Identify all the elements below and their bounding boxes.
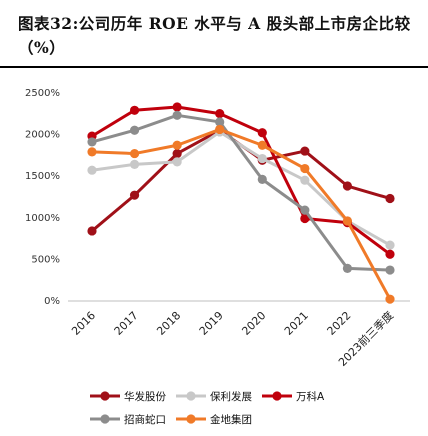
- data-point: [385, 249, 395, 259]
- x-tick-label: 2019: [197, 309, 226, 338]
- legend-label: 华发股份: [124, 390, 166, 403]
- data-point: [257, 153, 267, 164]
- y-tick-label: 1000%: [25, 213, 60, 224]
- x-tick-label: 2020: [239, 309, 268, 338]
- data-point: [385, 294, 395, 304]
- legend-label: 万科A: [296, 390, 325, 403]
- data-point: [342, 263, 353, 273]
- data-point: [87, 137, 97, 147]
- legend-item: 保利发展: [176, 390, 252, 403]
- series-line: [91, 113, 391, 272]
- data-point: [129, 105, 140, 115]
- data-point: [300, 213, 310, 224]
- x-tick-label: 2022: [325, 309, 354, 338]
- data-point: [300, 175, 310, 185]
- legend-item: 华发股份: [90, 390, 166, 403]
- x-tick-label: 2021: [282, 309, 311, 338]
- data-point: [257, 140, 267, 150]
- y-tick-label: 2500%: [25, 88, 60, 99]
- y-tick-label: 500%: [31, 254, 60, 265]
- legend-label: 招商蛇口: [124, 413, 166, 426]
- data-point: [385, 265, 395, 275]
- data-point: [257, 128, 267, 138]
- data-point: [342, 181, 353, 191]
- legend-swatch-marker: [272, 391, 282, 401]
- data-point: [172, 148, 182, 159]
- title-divider: [0, 66, 428, 68]
- data-point: [172, 140, 182, 150]
- data-point: [129, 125, 140, 135]
- data-point: [87, 165, 97, 175]
- legend-label: 保利发展: [210, 390, 252, 403]
- legend-item: 万科A: [262, 390, 325, 403]
- data-point: [129, 159, 140, 169]
- legend-label: 金地集团: [210, 413, 252, 426]
- legend-swatch-marker: [100, 391, 110, 401]
- legend-item: 金地集团: [176, 413, 252, 426]
- data-point: [385, 240, 395, 250]
- data-point: [342, 216, 353, 226]
- y-tick-label: 0%: [44, 296, 60, 307]
- data-point: [385, 193, 395, 204]
- data-point: [87, 147, 97, 157]
- series-4: [87, 110, 395, 275]
- y-tick-label: 2000%: [25, 130, 60, 141]
- data-point: [215, 109, 225, 119]
- series-line: [91, 105, 391, 256]
- data-point: [172, 157, 182, 167]
- legend-swatch-marker: [100, 414, 110, 424]
- data-point: [172, 110, 182, 120]
- series-layer: [87, 102, 395, 304]
- y-tick-label: 1500%: [25, 171, 60, 182]
- data-point: [129, 190, 140, 200]
- chart-title: 图表32:公司历年 ROE 水平与 A 股头部上市房企比较（%）: [18, 14, 411, 57]
- data-point: [215, 117, 225, 127]
- data-point: [300, 205, 310, 215]
- legend-item: 招商蛇口: [90, 413, 166, 426]
- data-point: [87, 226, 97, 236]
- data-point: [129, 148, 140, 159]
- legend-swatch-marker: [186, 414, 196, 424]
- series-line: [91, 127, 392, 300]
- data-point: [257, 174, 267, 184]
- data-point: [300, 163, 310, 174]
- data-point: [172, 102, 182, 112]
- legend: 华发股份 保利发展 万科A 招商蛇口 金地集团: [90, 390, 325, 426]
- x-tick-label: 2016: [69, 309, 98, 338]
- series-5: [87, 124, 395, 304]
- x-tick-label: 2017: [112, 309, 141, 338]
- x-tick-label: 2018: [154, 309, 183, 338]
- data-point: [215, 124, 225, 135]
- data-point: [300, 146, 310, 156]
- legend-swatch-marker: [186, 391, 196, 401]
